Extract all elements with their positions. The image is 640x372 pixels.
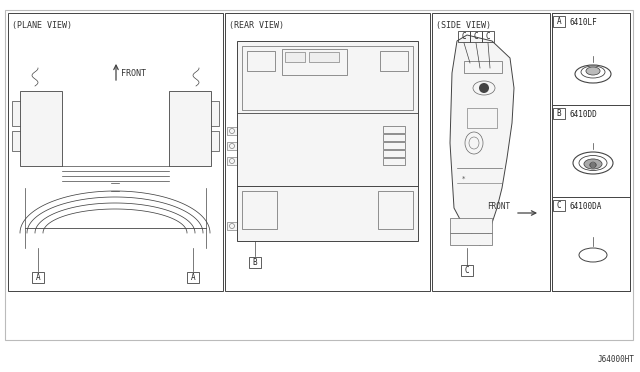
Text: (REAR VIEW): (REAR VIEW) bbox=[229, 21, 284, 30]
Circle shape bbox=[240, 128, 250, 138]
Bar bbox=[552, 13, 630, 105]
Bar bbox=[458, 31, 470, 42]
Bar bbox=[12, 101, 22, 126]
Text: C: C bbox=[474, 32, 478, 41]
Bar bbox=[209, 131, 219, 151]
Bar bbox=[383, 126, 405, 133]
Bar bbox=[552, 197, 630, 291]
Text: (SIDE VIEW): (SIDE VIEW) bbox=[436, 21, 491, 30]
Bar bbox=[464, 61, 502, 73]
Bar bbox=[8, 13, 223, 291]
Bar bbox=[450, 233, 492, 245]
Polygon shape bbox=[245, 129, 275, 173]
Bar bbox=[225, 13, 430, 291]
Bar bbox=[470, 31, 482, 42]
Bar bbox=[553, 108, 565, 119]
Text: J64000HT: J64000HT bbox=[598, 355, 635, 364]
Bar bbox=[553, 200, 565, 211]
Ellipse shape bbox=[586, 67, 600, 75]
Bar bbox=[285, 52, 305, 62]
Bar bbox=[378, 191, 413, 229]
Bar bbox=[282, 49, 347, 75]
Bar bbox=[242, 191, 277, 229]
Bar bbox=[482, 31, 494, 42]
Bar bbox=[20, 91, 62, 166]
Ellipse shape bbox=[37, 115, 45, 123]
Text: A: A bbox=[557, 17, 561, 26]
Bar bbox=[383, 158, 405, 165]
Bar bbox=[450, 218, 492, 233]
Ellipse shape bbox=[186, 115, 194, 123]
Text: A: A bbox=[191, 273, 195, 282]
Text: B: B bbox=[557, 109, 561, 118]
Bar bbox=[467, 108, 497, 128]
Text: FRONT: FRONT bbox=[121, 70, 146, 78]
Text: 64100DA: 64100DA bbox=[569, 202, 602, 211]
Ellipse shape bbox=[584, 159, 602, 169]
Bar bbox=[227, 127, 237, 135]
Bar bbox=[227, 222, 237, 230]
Ellipse shape bbox=[589, 163, 597, 167]
Bar bbox=[380, 51, 408, 71]
Circle shape bbox=[479, 83, 489, 93]
Bar bbox=[227, 157, 237, 165]
Bar bbox=[432, 13, 550, 291]
Text: *: * bbox=[462, 176, 466, 182]
Bar bbox=[5, 10, 633, 340]
Text: 6410DD: 6410DD bbox=[569, 110, 596, 119]
Bar bbox=[242, 46, 413, 110]
Bar bbox=[552, 13, 630, 291]
Text: C: C bbox=[465, 266, 469, 275]
Bar bbox=[237, 41, 418, 241]
Bar bbox=[187, 272, 199, 283]
Text: C: C bbox=[557, 201, 561, 210]
Bar bbox=[383, 142, 405, 149]
Bar bbox=[12, 131, 22, 151]
Text: A: A bbox=[36, 273, 40, 282]
Text: C: C bbox=[461, 32, 467, 41]
Bar bbox=[552, 105, 630, 197]
Bar bbox=[209, 101, 219, 126]
Bar bbox=[227, 142, 237, 150]
Bar bbox=[169, 91, 211, 166]
Bar bbox=[461, 265, 473, 276]
Bar bbox=[553, 16, 565, 27]
Polygon shape bbox=[450, 35, 514, 245]
Bar bbox=[383, 150, 405, 157]
Text: 6410LF: 6410LF bbox=[569, 18, 596, 27]
Bar bbox=[247, 51, 275, 71]
Text: C: C bbox=[486, 32, 490, 41]
Text: B: B bbox=[253, 258, 257, 267]
Bar bbox=[383, 134, 405, 141]
Bar bbox=[249, 257, 261, 268]
Bar bbox=[309, 52, 339, 62]
Bar bbox=[32, 272, 44, 283]
Text: (PLANE VIEW): (PLANE VIEW) bbox=[12, 21, 72, 30]
Text: FRONT: FRONT bbox=[487, 202, 510, 211]
